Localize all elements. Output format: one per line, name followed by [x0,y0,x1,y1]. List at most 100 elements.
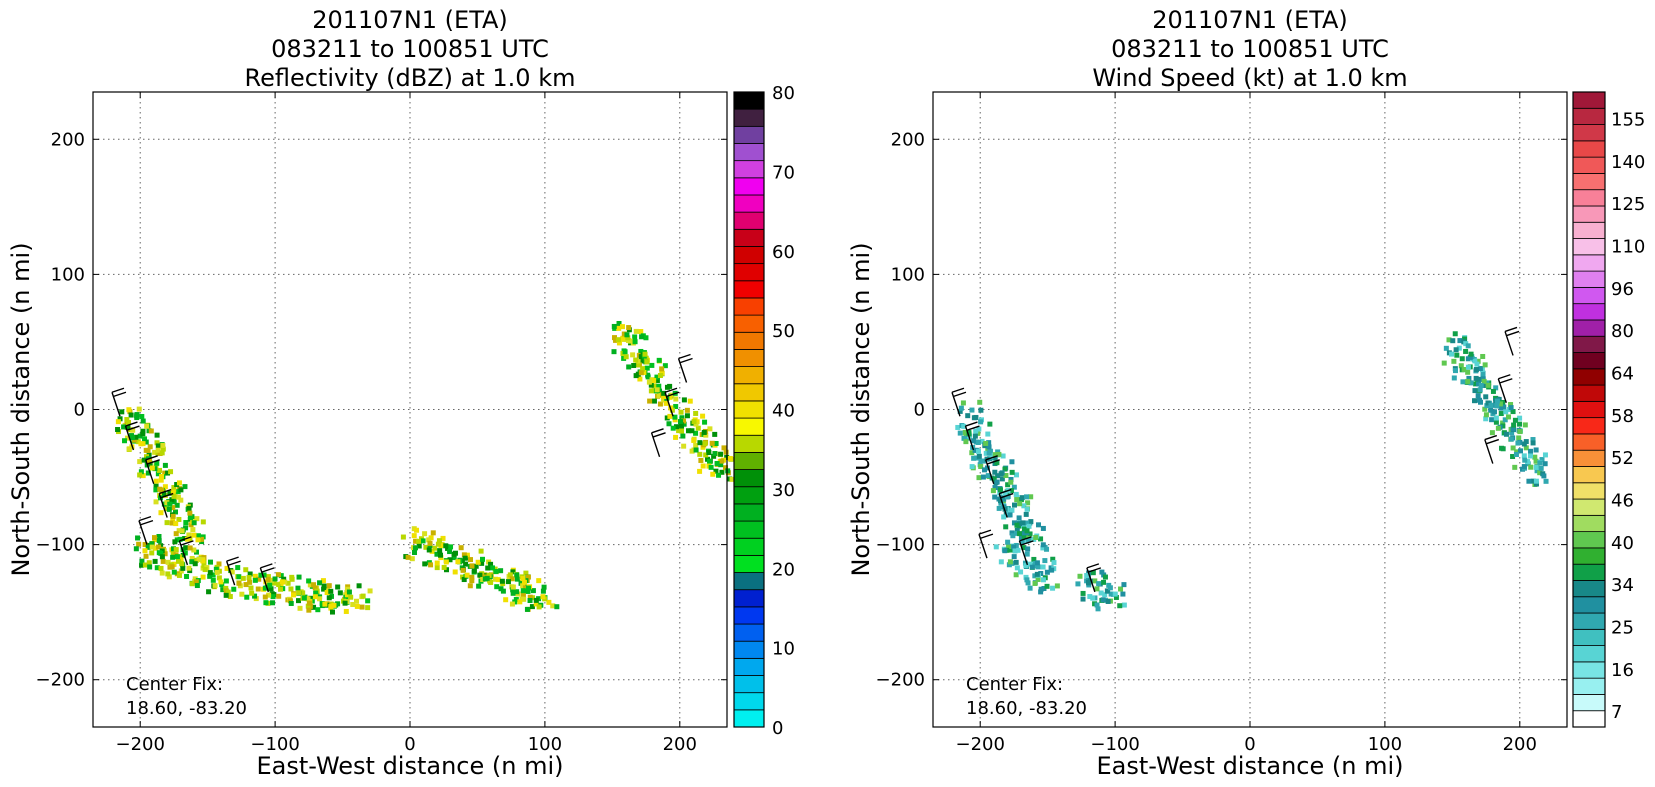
echo-pixel [689,448,695,454]
echo-pixel [982,467,988,473]
echo-pixel [1054,583,1060,589]
wind-barb [138,515,154,545]
echo-pixel [171,493,177,499]
echo-pixel [633,357,639,363]
echo-pixel [266,592,272,598]
echo-pixel [1527,453,1533,459]
echo-pixel [1532,454,1538,460]
echo-pixel [633,373,639,379]
echo-pixel [1477,399,1483,405]
colorbar-tick-label: 60 [772,242,795,263]
echo-pixel [961,423,967,429]
echo-pixel [166,506,172,512]
echo-pixel [727,455,733,461]
echo-pixel [461,577,467,583]
wind-barb [677,353,693,383]
echo-pixel [180,547,186,553]
echo-pixel [159,487,165,493]
echo-pixel [189,559,195,565]
echo-pixel [443,559,449,565]
echo-pixel [996,451,1002,457]
echo-pixel [261,572,267,578]
echo-pixel [159,554,165,560]
wind-barb [259,563,275,593]
colorbar-swatch [1572,694,1606,712]
colorbar-swatch [1572,482,1606,500]
echo-pixel [1515,440,1521,446]
echo-pixel [276,593,282,599]
echo-pixel [1443,345,1449,351]
echo-pixel [173,531,179,537]
echo-pixel [1449,351,1455,357]
title-line: 083211 to 100851 UTC [271,35,549,63]
echo-pixel [1474,361,1480,367]
echo-pixel [1025,500,1031,506]
echo-pixel [328,603,334,609]
echo-pixel [1011,544,1017,550]
echo-pixel [321,586,327,592]
echo-pixel [306,600,312,606]
echo-pixel [414,527,420,533]
echo-pixel [321,583,327,589]
echo-pixel [1040,545,1046,551]
colorbar-swatch [733,469,765,488]
wind-barb [145,455,160,485]
echo-pixel [126,420,132,426]
echo-pixel [1013,542,1019,548]
echo-pixel [1484,403,1490,409]
echo-pixel [297,605,303,611]
echo-pixel [1029,564,1035,570]
echo-pixel [178,557,184,563]
echo-pixel [1475,358,1481,364]
colorbar-tick-label: 40 [772,401,795,422]
echo-pixel [1480,353,1486,359]
panel-1: 201107N1 (ETA)083211 to 100851 UTCReflec… [7,6,795,780]
colorbar-tick-label: 125 [1611,194,1645,215]
echo-pixel [463,561,469,567]
echo-pixel [467,583,473,589]
colorbar-swatch [733,606,765,625]
echo-pixel [160,442,166,448]
echo-pixel [1460,379,1466,385]
colorbar-tick-label: 50 [772,321,795,342]
x-tick-label: −100 [1090,734,1139,755]
echo-pixel [317,596,323,602]
echo-pixel [328,588,334,594]
echo-pixel [170,546,176,552]
echo-pixel [1451,358,1457,364]
colorbar-swatch [1572,270,1606,288]
echo-pixel [1011,554,1017,560]
echo-pixel [981,458,987,464]
echo-pixel [306,607,312,613]
echo-pixel [455,559,461,565]
y-tick-label: 200 [891,129,925,150]
echo-pixel [525,574,531,580]
echo-pixel [672,417,678,423]
echo-pixel [173,521,179,527]
echo-pixel [667,413,673,419]
echo-pixel [145,544,151,550]
echo-pixel [169,497,175,503]
echo-pixel [710,471,716,477]
echo-pixel [343,608,349,614]
echo-pixel [1009,459,1015,465]
echo-pixel [124,435,130,441]
echo-pixel [165,559,171,565]
echo-pixel [1024,520,1030,526]
echo-pixel [139,414,145,420]
echo-pixel [278,573,284,579]
echo-pixel [296,590,302,596]
echo-pixel [994,460,1000,466]
echo-pixel [1533,447,1539,453]
y-tick-label: −100 [36,535,85,556]
colorbar-swatch [733,263,765,282]
wind-barb [1504,326,1520,356]
wind-barb [1497,374,1513,403]
echo-pixel [176,516,182,522]
echo-pixel [1023,511,1029,517]
echo-pixel [479,560,485,566]
echo-pixel [697,440,703,446]
echo-pixel [550,603,556,609]
